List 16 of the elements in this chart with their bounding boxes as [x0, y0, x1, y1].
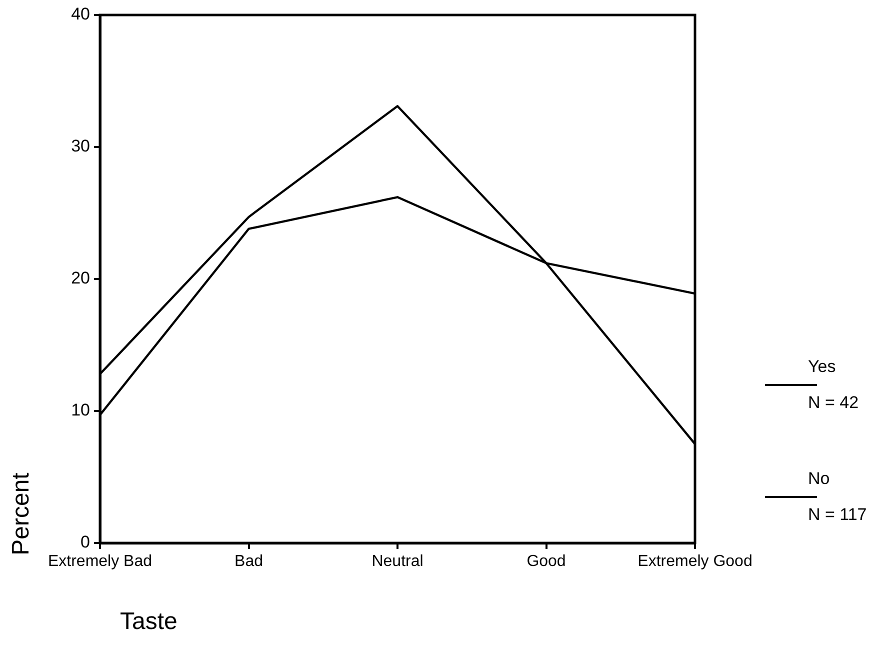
- x-axis-title: Taste: [120, 608, 178, 636]
- x-tick-label: Bad: [234, 553, 263, 570]
- x-tick-label: Neutral: [372, 553, 424, 570]
- text: Yes: [808, 357, 836, 377]
- text: N = 42: [808, 393, 859, 413]
- y-tick-label: 0: [80, 532, 90, 552]
- text: No: [808, 469, 830, 489]
- y-axis-title: Percent: [7, 472, 36, 556]
- y-tick-label: 10: [71, 400, 90, 420]
- y-tick-label: 30: [71, 136, 90, 156]
- text: N = 117: [808, 505, 867, 525]
- x-tick-label: Extremely Bad: [48, 553, 152, 570]
- y-tick-label: 20: [71, 268, 90, 288]
- x-tick-label: Good: [526, 553, 566, 570]
- x-tick-label: Extremely Good: [638, 553, 752, 570]
- y-tick-label: 40: [71, 4, 90, 24]
